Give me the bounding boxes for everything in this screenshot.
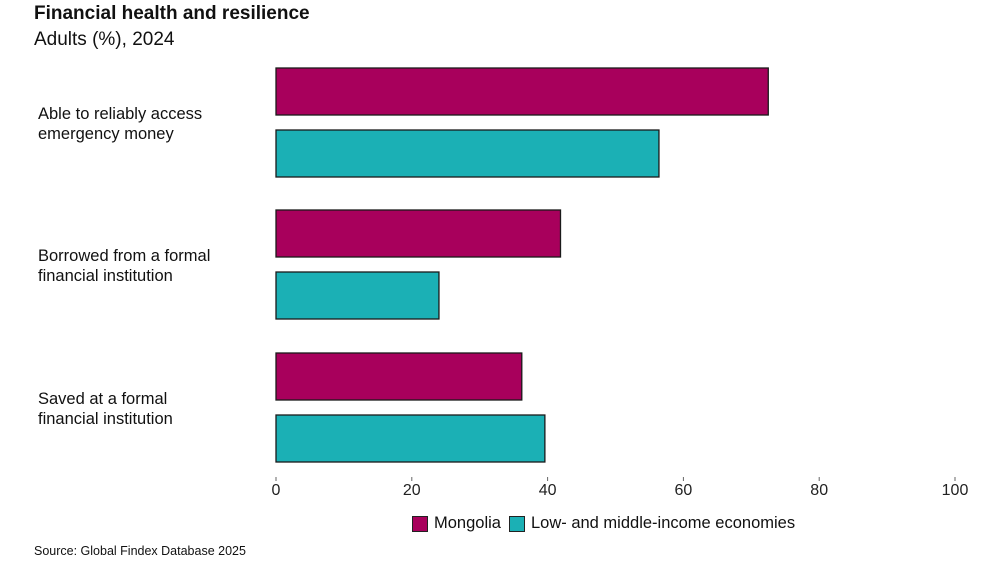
bar-mongolia-0 xyxy=(275,67,769,116)
legend-item-mongolia: Mongolia xyxy=(412,514,501,533)
category-label-borrowed: Borrowed from a formal financial institu… xyxy=(38,246,268,286)
x-tick-label: 80 xyxy=(810,482,828,499)
x-tick-label: 0 xyxy=(272,482,281,499)
category-label-line: Saved at a formal xyxy=(38,390,168,408)
legend: Mongolia Low- and middle-income economie… xyxy=(412,514,803,533)
x-tick-label: 40 xyxy=(539,482,557,499)
legend-swatch-mongolia xyxy=(412,515,428,532)
chart-title: Financial health and resilience xyxy=(34,3,310,24)
bar-lmic-2 xyxy=(275,414,546,463)
category-label-saved: Saved at a formal financial institution xyxy=(38,389,268,429)
bar-lmic-0 xyxy=(275,129,660,178)
legend-swatch-lmic xyxy=(508,515,525,532)
category-label-line: Borrowed from a formal xyxy=(38,247,211,265)
chart-subtitle: Adults (%), 2024 xyxy=(34,29,175,50)
source-note: Source: Global Findex Database 2025 xyxy=(34,544,246,558)
x-tick-label: 20 xyxy=(403,482,421,499)
bar-mongolia-2 xyxy=(275,352,523,401)
category-label-line: financial institution xyxy=(38,410,173,428)
bar-mongolia-1 xyxy=(275,209,562,258)
legend-label: Low- and middle-income economies xyxy=(530,514,796,532)
x-tick-label: 60 xyxy=(675,482,693,499)
legend-label: Mongolia xyxy=(434,514,501,532)
category-label-line: financial institution xyxy=(38,267,173,285)
legend-item-lmic: Low- and middle-income economies xyxy=(508,514,796,533)
bar-lmic-1 xyxy=(275,271,440,320)
category-label-line: Able to reliably access xyxy=(38,105,203,123)
x-tick-label: 100 xyxy=(942,482,969,499)
category-label-line: emergency money xyxy=(38,125,174,143)
category-label-emergency-money: Able to reliably access emergency money xyxy=(38,104,268,144)
